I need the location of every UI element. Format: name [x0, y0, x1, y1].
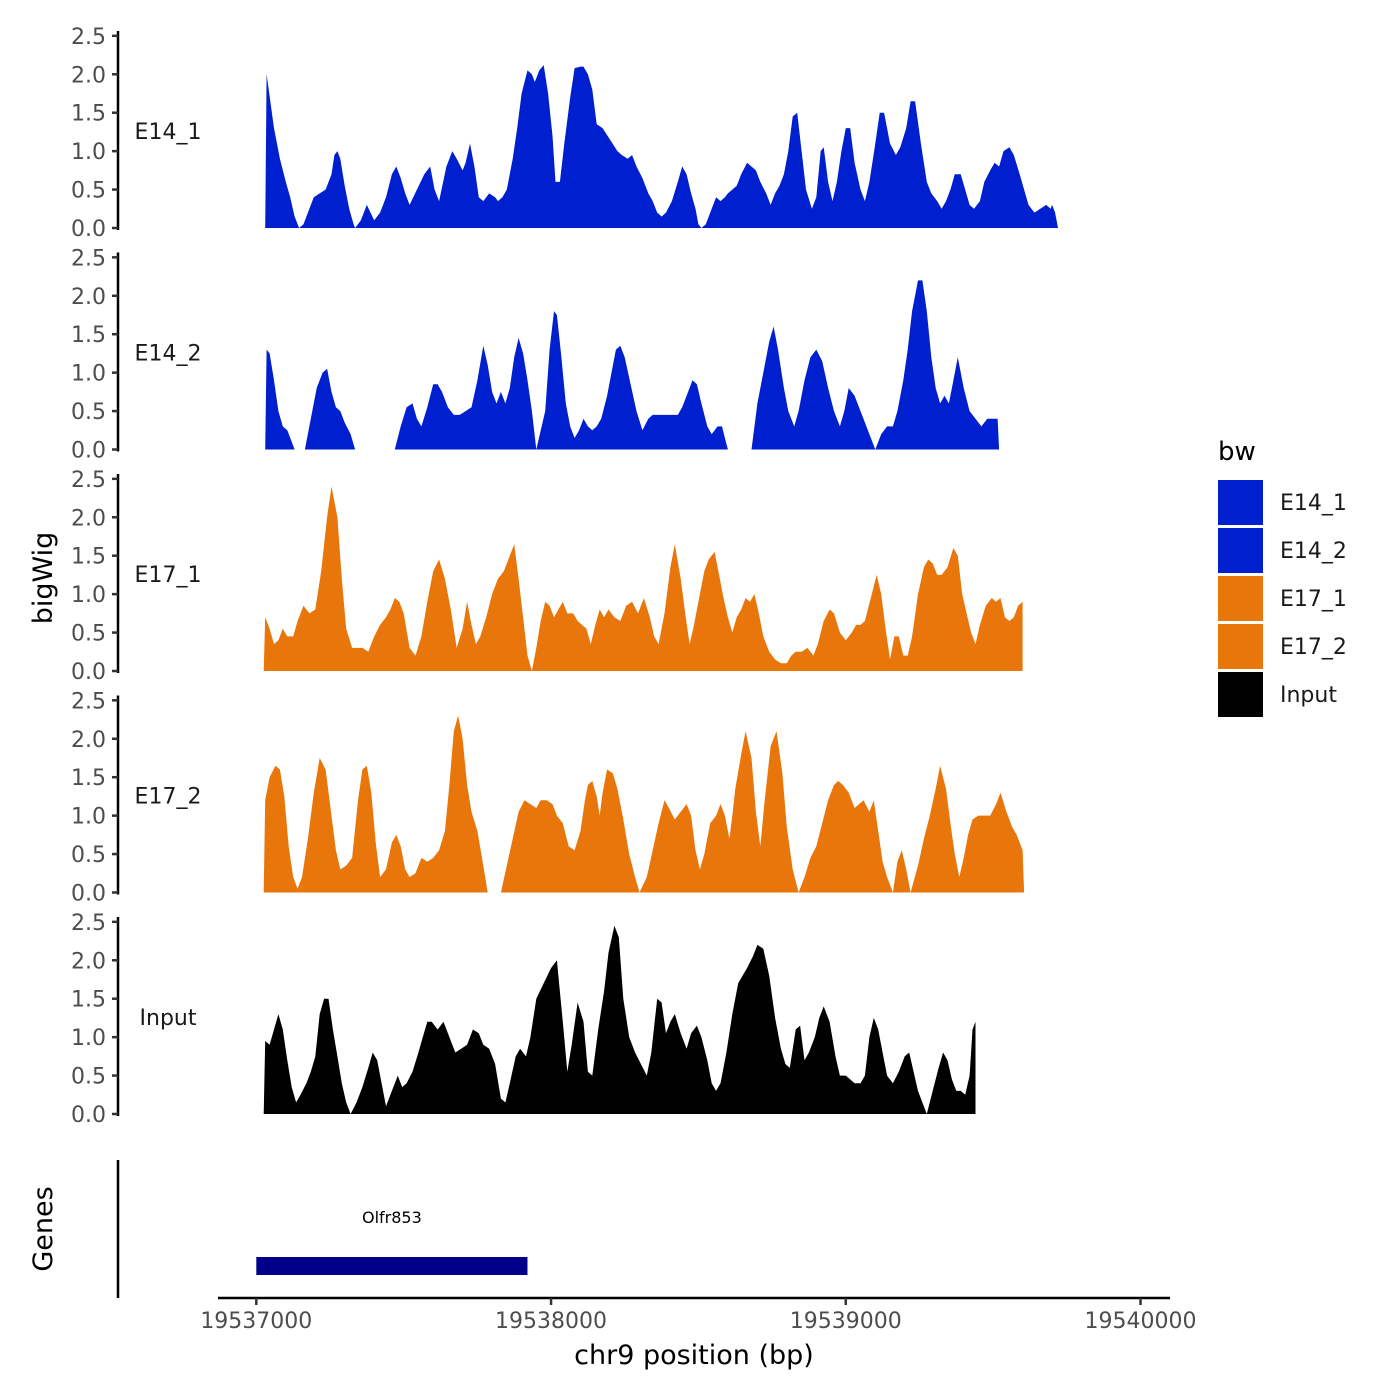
y-tick-label: 0.5 [71, 843, 106, 868]
y-tick-label: 1.5 [71, 102, 106, 127]
y-tick-label: 2.0 [71, 63, 106, 88]
legend-swatch-e17-2 [1218, 624, 1263, 669]
y-tick-label: 0.5 [71, 622, 106, 647]
y-tick-label: 0.5 [71, 400, 106, 425]
legend: bw E14_1 E14_2 E17_1 E17_2 Input [1218, 437, 1347, 717]
signal-area-e14-2 [265, 280, 1000, 450]
track-panel-e17-1: 0.0 0.5 1.0 1.5 2.0 2.5 E17_1 [71, 468, 1023, 685]
legend-title: bw [1218, 437, 1256, 467]
track-panel-input: 0.0 0.5 1.0 1.5 2.0 2.5 Input [71, 911, 976, 1128]
y-tick-label: 2.5 [71, 25, 106, 50]
genes-track-title: Genes [28, 1186, 59, 1271]
y-tick-label: 0.0 [71, 882, 106, 907]
track-label: E17_2 [135, 784, 202, 809]
legend-label: E14_1 [1280, 491, 1347, 516]
legend-label: E17_1 [1280, 587, 1347, 612]
x-tick-label: 19537000 [200, 1309, 312, 1334]
track-panel-e14-2: 0.0 0.5 1.0 1.5 2.0 2.5 E14_2 [71, 246, 1000, 464]
y-tick-label: 2.5 [71, 911, 106, 936]
y-tick-label: 1.5 [71, 988, 106, 1013]
gene-body [256, 1257, 528, 1275]
y-tick-label: 1.5 [71, 545, 106, 570]
x-tick-label: 19539000 [790, 1309, 902, 1334]
track-label: E14_1 [135, 120, 202, 145]
gene-label: Olfr853 [362, 1208, 422, 1227]
x-axis-title: chr9 position (bp) [574, 1340, 814, 1371]
y-tick-label: 1.5 [71, 323, 106, 348]
y-tick-label: 2.5 [71, 246, 106, 271]
track-label: Input [140, 1006, 197, 1031]
legend-label: E14_2 [1280, 539, 1347, 564]
legend-label: E17_2 [1280, 635, 1347, 660]
legend-swatch-input [1218, 672, 1263, 717]
x-axis: 19537000 19538000 19539000 19540000 [200, 1296, 1197, 1334]
y-tick-label: 2.5 [71, 689, 106, 714]
y-tick-label: 0.0 [71, 439, 106, 464]
x-tick-label: 19538000 [495, 1309, 607, 1334]
y-tick-label: 1.0 [71, 1026, 106, 1051]
track-label: E14_2 [135, 341, 202, 366]
x-tick-label: 19540000 [1085, 1309, 1197, 1334]
signal-area-e17-2 [263, 715, 1025, 893]
gene-track: Olfr853 [116, 1160, 528, 1298]
track-panel-e17-2: 0.0 0.5 1.0 1.5 2.0 2.5 E17_2 [71, 689, 1025, 907]
y-tick-label: 0.0 [71, 660, 106, 685]
y-tick-label: 0.5 [71, 179, 106, 204]
signal-area-input [263, 925, 976, 1114]
y-tick-label: 1.0 [71, 140, 106, 165]
y-tick-label: 1.0 [71, 583, 106, 608]
tracks-layer: 0.0 0.5 1.0 1.5 2.0 2.5 E14_1 0.0 0.5 1.0 1.5 2.0 2.… [71, 25, 1058, 1128]
y-tick-label: 1.0 [71, 362, 106, 387]
legend-swatch-e14-1 [1218, 480, 1263, 525]
y-tick-label: 2.0 [71, 728, 106, 753]
y-tick-label: 2.5 [71, 468, 106, 493]
signal-area-e17-1 [263, 486, 1023, 671]
legend-swatch-e17-1 [1218, 576, 1263, 621]
y-tick-label: 2.0 [71, 506, 106, 531]
y-tick-label: 1.0 [71, 805, 106, 830]
legend-label: Input [1280, 683, 1337, 708]
track-panel-e14-1: 0.0 0.5 1.0 1.5 2.0 2.5 E14_1 [71, 25, 1058, 242]
y-tick-label: 0.5 [71, 1065, 106, 1090]
y-axis-title: bigWig [28, 532, 59, 625]
y-tick-label: 0.0 [71, 217, 106, 242]
track-label: E17_1 [135, 563, 202, 588]
y-tick-label: 0.0 [71, 1103, 106, 1128]
y-tick-label: 2.0 [71, 285, 106, 310]
y-tick-label: 2.0 [71, 949, 106, 974]
legend-swatch-e14-2 [1218, 528, 1263, 573]
y-tick-label: 1.5 [71, 766, 106, 791]
signal-area-e14-1 [265, 65, 1058, 228]
